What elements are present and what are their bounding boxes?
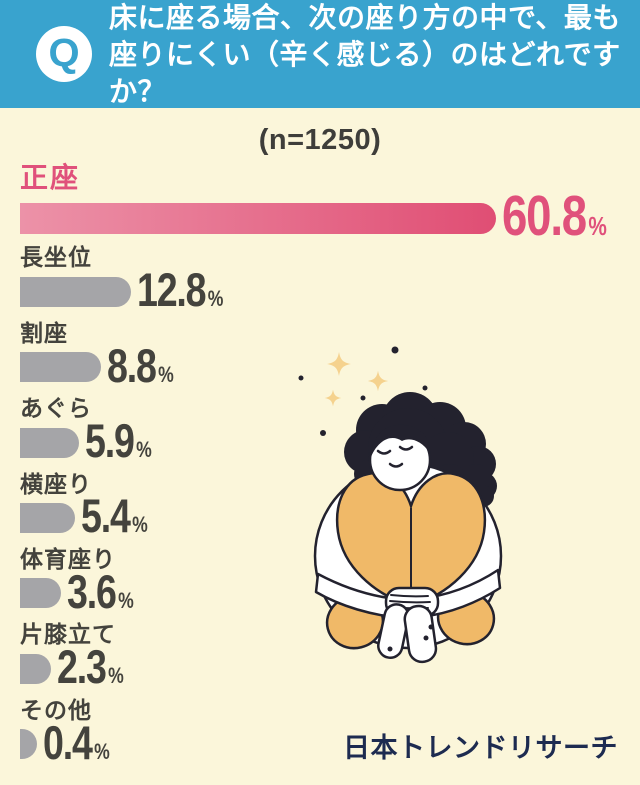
bar-row: 片膝立て 2.3% [20, 621, 640, 690]
bar-line: 8.8% [20, 342, 640, 389]
sample-size-label: (n=1250) [258, 124, 382, 156]
socks [377, 603, 438, 664]
bar-category-label: 体育座り [20, 545, 116, 572]
bar-category-label: 割座 [20, 319, 68, 346]
bar-value: 60.8% [502, 188, 607, 245]
bar-value: 12.8% [137, 266, 224, 313]
bar-value-unit: % [94, 738, 110, 764]
bar-row: 長坐位 12.8% [20, 244, 640, 313]
bar-value: 3.6% [67, 568, 134, 615]
bar [20, 352, 101, 383]
bar [20, 653, 51, 684]
bar-row: 体育座り 3.6% [20, 545, 640, 615]
dot-accents [298, 346, 428, 436]
bar-value-number: 60.8 [502, 184, 587, 249]
bar-row: あぐら 5.9% [20, 395, 640, 464]
bar [20, 578, 61, 609]
bar-value-number: 0.4 [43, 715, 93, 769]
bar-line: 60.8% [20, 188, 640, 245]
bar-chart: 正座 60.8% 長坐位 12.8% 割座 8.8 [0, 162, 640, 766]
bar-line: 12.8% [20, 266, 640, 313]
face [368, 424, 432, 492]
bar-line: 5.4% [20, 492, 640, 539]
bar-value: 5.4% [81, 492, 148, 539]
question-header: Q 床に座る場合、次の座り方の中で、最も 座りにくい（辛く感じる）のはどれですか… [0, 0, 640, 108]
closed-eye-right [398, 445, 414, 451]
bar-value-number: 8.8 [107, 338, 157, 392]
bar-value-unit: % [132, 512, 148, 538]
brand-logo-text: 日本トレンドリサーチ [343, 733, 618, 763]
bar [20, 202, 496, 234]
bar [20, 729, 37, 760]
bar [20, 276, 131, 307]
bar-value-unit: % [118, 587, 134, 613]
bar-value-number: 5.4 [81, 489, 131, 543]
question-title-line1: 床に座る場合、次の座り方の中で、最も [109, 1, 621, 33]
bar-row: 割座 8.8% [20, 319, 640, 389]
sparkle-icon [324, 352, 389, 407]
woman-hugging-knees-illustration [298, 346, 503, 664]
bar-value-number: 5.9 [85, 414, 135, 467]
bar-line: 5.9% [20, 417, 640, 464]
bar-value-number: 3.6 [67, 564, 117, 618]
bar-row: 横座り 5.4% [20, 470, 640, 539]
question-title-line2: 座りにくい（辛く感じる）のはどれですか？ [109, 38, 621, 107]
bar [20, 502, 75, 533]
bar-category-label: 片膝立て [20, 621, 116, 648]
bar-value-number: 2.3 [57, 640, 107, 694]
bar-value-unit: % [158, 361, 174, 387]
bar-value: 5.9% [85, 417, 152, 464]
bar-row: その他 0.4% [20, 696, 640, 766]
bar-line: 0.4% [20, 719, 640, 766]
bar-line: 3.6% [20, 568, 640, 615]
q-icon: Q [36, 26, 92, 82]
bar-category-label: 正座 [20, 162, 81, 193]
bar-value-unit: % [136, 437, 152, 462]
bar-row: 正座 60.8% [20, 162, 640, 245]
bar-category-label: あぐら [20, 395, 92, 422]
closed-eye-left [376, 449, 392, 455]
bar-value-unit: % [588, 211, 607, 242]
bar-value-unit: % [108, 663, 124, 689]
bar-value-number: 12.8 [137, 263, 207, 317]
bar-value: 0.4% [43, 719, 110, 766]
bar-value-unit: % [207, 286, 224, 312]
smile [388, 462, 404, 468]
bar-value: 2.3% [57, 643, 124, 690]
bar-line: 2.3% [20, 643, 640, 690]
bar [20, 427, 79, 458]
question-title: 床に座る場合、次の座り方の中で、最も 座りにくい（辛く感じる）のはどれですか？ [109, 0, 640, 110]
bar-category-label: 長坐位 [20, 244, 92, 271]
bar-category-label: その他 [20, 696, 92, 723]
bang [371, 424, 431, 457]
bar-category-label: 横座り [20, 470, 92, 497]
bar-value: 8.8% [107, 342, 174, 389]
